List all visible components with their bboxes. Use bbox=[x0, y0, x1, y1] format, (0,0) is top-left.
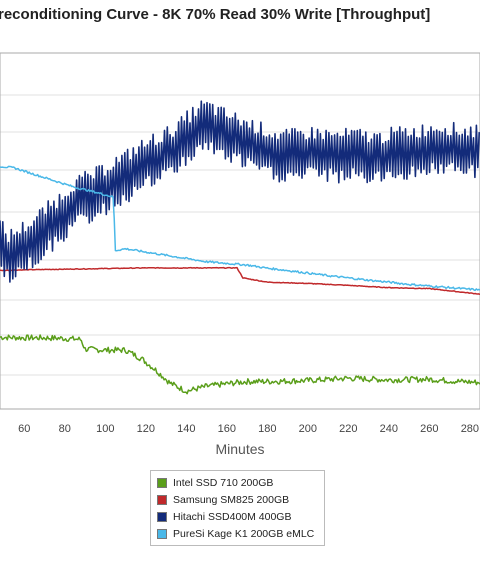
chart-plot: 60 80 100 120 140 160 180 200 220 240 260 280 bbox=[0, 52, 480, 435]
x-tick-80: 80 bbox=[59, 423, 71, 435]
x-tick-280: 280 bbox=[461, 423, 479, 435]
x-axis-label: Minutes bbox=[215, 441, 265, 457]
x-tick-100: 100 bbox=[96, 423, 114, 435]
chart-title: Preconditioning Curve - 8K 70% Read 30% … bbox=[0, 6, 431, 23]
legend-swatch-hitachi bbox=[157, 511, 167, 522]
legend-swatch-puresi bbox=[157, 528, 167, 539]
series-line-intel bbox=[0, 334, 480, 395]
x-tick-180: 180 bbox=[258, 423, 276, 435]
legend-label-puresi: PureSi Kage K1 200GB eMLC bbox=[173, 527, 315, 540]
legend-item-puresi[interactable]: PureSi Kage K1 200GB eMLC bbox=[157, 525, 318, 542]
x-tick-220: 220 bbox=[339, 423, 357, 435]
legend-swatch-samsung bbox=[157, 494, 167, 505]
legend-swatch-intel bbox=[157, 477, 167, 488]
x-tick-140: 140 bbox=[177, 423, 195, 435]
x-tick-labels: 60 80 100 120 140 160 180 200 220 240 260 280 bbox=[18, 423, 479, 435]
series-line-hitachi bbox=[0, 100, 480, 283]
plot-frame bbox=[0, 52, 480, 410]
x-tick-120: 120 bbox=[137, 423, 155, 435]
legend: Intel SSD 710 200GB Samsung SM825 200GB … bbox=[150, 470, 325, 546]
x-tick-60: 60 bbox=[18, 423, 30, 435]
x-tick-200: 200 bbox=[299, 423, 317, 435]
legend-label-hitachi: Hitachi SSD400M 400GB bbox=[173, 510, 292, 523]
series-group bbox=[0, 100, 480, 395]
legend-label-samsung: Samsung SM825 200GB bbox=[173, 493, 290, 506]
series-line-puresi bbox=[0, 165, 480, 292]
legend-item-samsung[interactable]: Samsung SM825 200GB bbox=[157, 491, 318, 508]
legend-item-intel[interactable]: Intel SSD 710 200GB bbox=[157, 474, 318, 491]
series-line-samsung bbox=[0, 266, 480, 296]
legend-item-hitachi[interactable]: Hitachi SSD400M 400GB bbox=[157, 508, 318, 525]
x-tick-240: 240 bbox=[380, 423, 398, 435]
x-tick-160: 160 bbox=[218, 423, 236, 435]
x-tick-260: 260 bbox=[420, 423, 438, 435]
legend-label-intel: Intel SSD 710 200GB bbox=[173, 476, 274, 489]
